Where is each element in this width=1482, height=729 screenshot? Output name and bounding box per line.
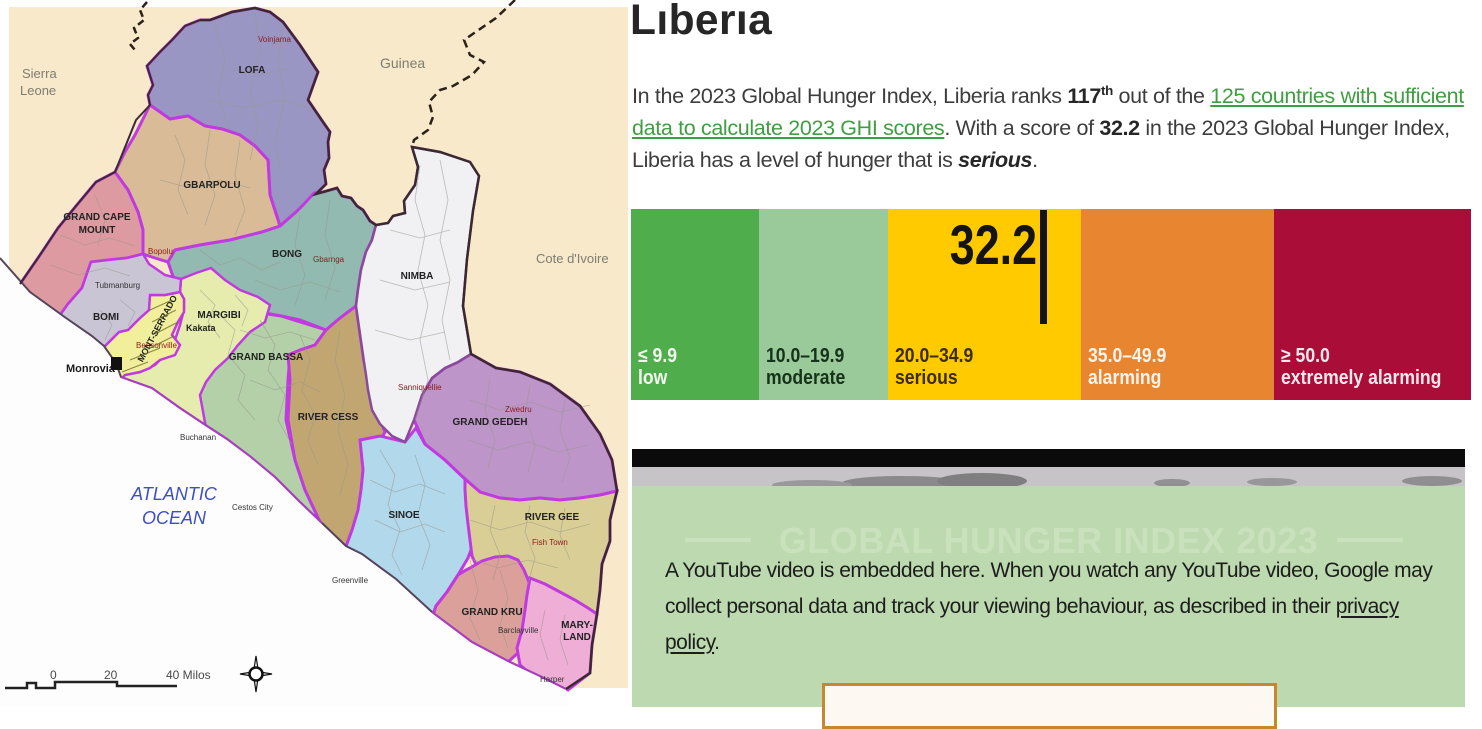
svg-text:GRAND CAPE: GRAND CAPE (63, 212, 131, 223)
svg-text:Cestos City: Cestos City (232, 503, 273, 512)
svg-text:Fish Town: Fish Town (532, 538, 568, 547)
svg-text:Kakata: Kakata (186, 323, 217, 333)
svg-text:Buchanan: Buchanan (180, 433, 216, 442)
svg-text:Guinea: Guinea (380, 55, 425, 71)
svg-text:20: 20 (104, 668, 118, 682)
svg-text:Leone: Leone (20, 83, 56, 98)
svg-text:Tubmanburg: Tubmanburg (95, 281, 140, 290)
svg-text:Monrovia: Monrovia (66, 363, 116, 375)
svg-text:MARY-: MARY- (561, 620, 593, 631)
svg-text:Sanniquellie: Sanniquellie (398, 383, 442, 392)
svg-text:LAND: LAND (563, 632, 591, 643)
svg-text:Barclayville: Barclayville (498, 626, 539, 635)
svg-text:GRAND GEDEH: GRAND GEDEH (452, 417, 527, 428)
svg-text:MOUNT: MOUNT (79, 225, 116, 236)
svg-text:Bopolu: Bopolu (148, 247, 173, 256)
svg-text:Sierra: Sierra (22, 66, 57, 81)
svg-text:Zwedru: Zwedru (505, 405, 532, 414)
svg-text:GRAND KRU: GRAND KRU (461, 607, 522, 618)
svg-text:Gbarnga: Gbarnga (313, 255, 345, 264)
svg-text:BONG: BONG (272, 249, 302, 260)
svg-text:Cote d'Ivoire: Cote d'Ivoire (536, 251, 609, 266)
svg-text:GRAND BASSA: GRAND BASSA (229, 352, 303, 363)
svg-text:LOFA: LOFA (239, 65, 266, 76)
svg-text:NIMBA: NIMBA (401, 271, 434, 282)
svg-text:GBARPOLU: GBARPOLU (183, 180, 240, 191)
svg-text:40 Milos: 40 Milos (166, 668, 211, 682)
svg-text:Greenville: Greenville (332, 576, 369, 585)
svg-text:SINOE: SINOE (388, 510, 419, 521)
svg-text:OCEAN: OCEAN (142, 508, 207, 528)
svg-text:RIVER CESS: RIVER CESS (298, 412, 359, 423)
svg-text:ATLANTIC: ATLANTIC (130, 484, 218, 504)
svg-text:RIVER GEE: RIVER GEE (525, 512, 580, 523)
svg-text:Harper: Harper (540, 675, 565, 684)
svg-text:Bensonville: Bensonville (136, 341, 177, 350)
svg-text:Voinjama: Voinjama (258, 35, 291, 44)
svg-text:0: 0 (50, 668, 57, 682)
svg-text:BOMI: BOMI (93, 312, 119, 323)
svg-text:MARGIBI: MARGIBI (197, 310, 241, 321)
